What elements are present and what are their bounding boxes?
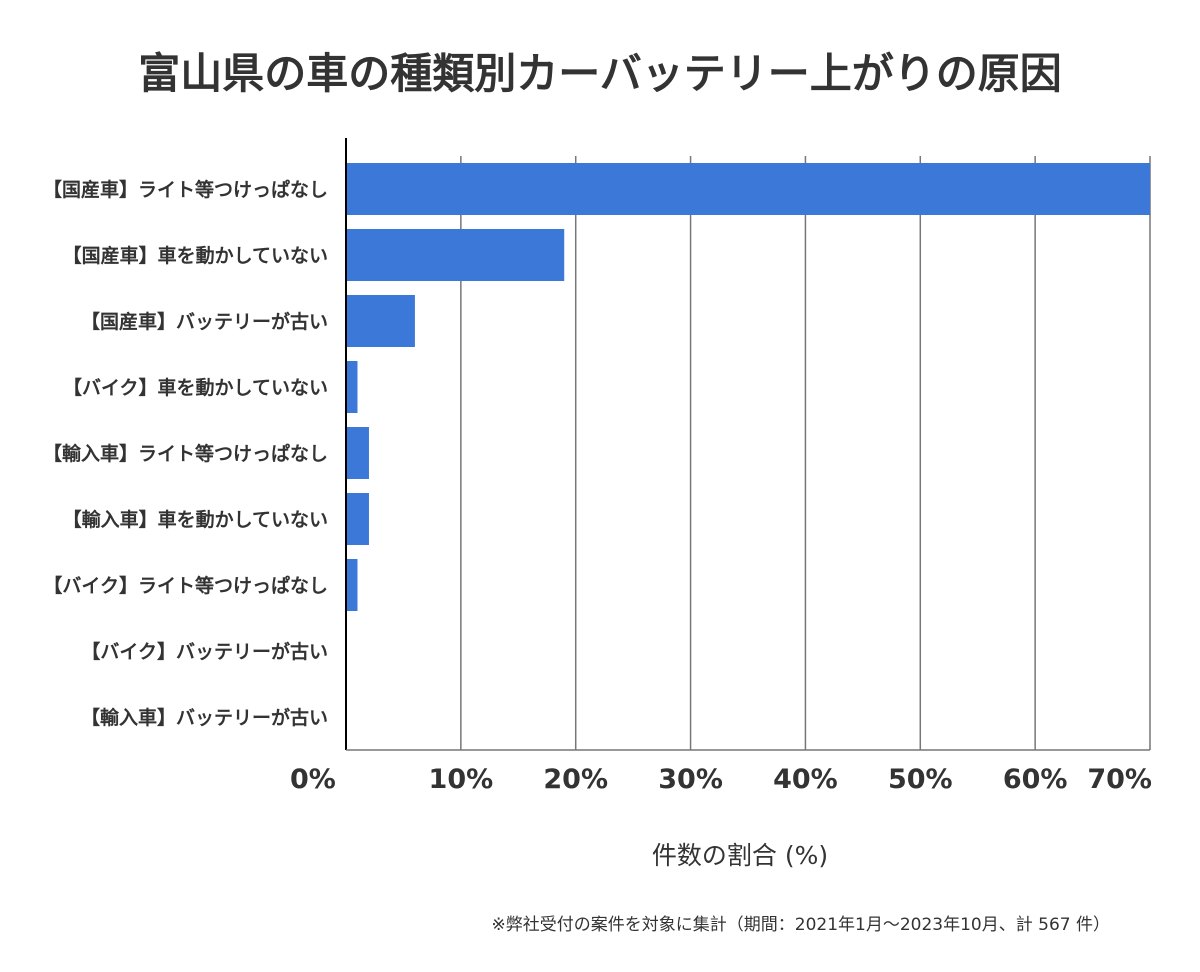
- y-tick-label: 【国産車】ライト等つけっぱなし: [43, 178, 328, 201]
- bar: [346, 295, 415, 347]
- y-tick-label: 【バイク】ライト等つけっぱなし: [43, 574, 328, 597]
- x-tick-label: 60%: [1003, 764, 1068, 795]
- x-tick-label: 0%: [290, 764, 336, 795]
- chart-title: 富山県の車の種類別カーバッテリー上がりの原因: [138, 49, 1062, 98]
- bar: [346, 493, 369, 545]
- y-tick-label: 【輸入車】車を動かしていない: [63, 508, 328, 531]
- bar: [346, 427, 369, 479]
- x-tick-label: 20%: [543, 764, 608, 795]
- bar: [346, 559, 358, 611]
- bar: [346, 163, 1150, 215]
- x-tick-label: 30%: [658, 764, 723, 795]
- y-tick-label: 【輸入車】バッテリーが古い: [81, 706, 328, 729]
- bar: [346, 229, 565, 281]
- x-tick-label: 10%: [429, 764, 494, 795]
- y-tick-label: 【バイク】車を動かしていない: [63, 376, 328, 399]
- x-tick-label: 50%: [888, 764, 953, 795]
- x-tick-label: 40%: [773, 764, 838, 795]
- y-tick-label: 【国産車】バッテリーが古い: [81, 310, 328, 333]
- x-tick-label: 70%: [1087, 764, 1152, 795]
- x-axis-label: 件数の割合 (%): [651, 841, 829, 870]
- y-tick-label: 【輸入車】ライト等つけっぱなし: [43, 442, 328, 465]
- bar: [346, 361, 358, 413]
- y-tick-label: 【国産車】車を動かしていない: [63, 244, 328, 267]
- footnote: ※弊社受付の案件を対象に集計（期間：2021年1月～2023年10月、計 567…: [491, 915, 1110, 935]
- y-tick-label: 【バイク】バッテリーが古い: [81, 640, 328, 663]
